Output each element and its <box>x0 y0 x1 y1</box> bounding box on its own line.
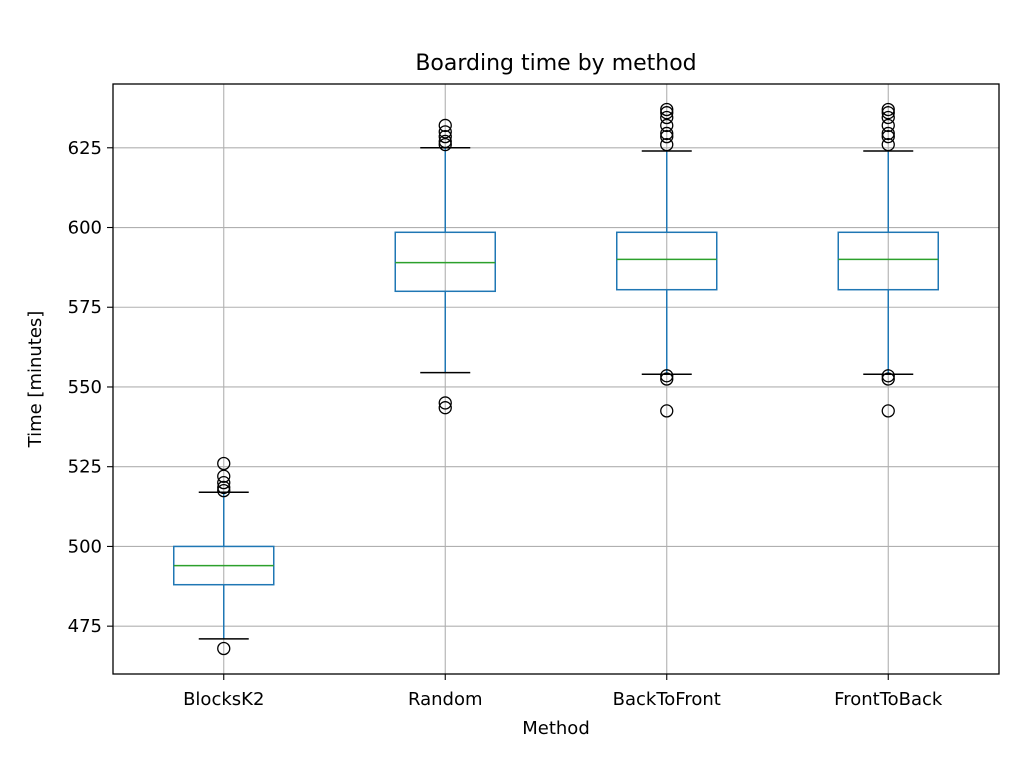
outlier-point <box>217 483 231 498</box>
box-series <box>173 102 939 656</box>
outlier-point <box>660 118 674 133</box>
box-group-fronttoback <box>837 102 939 418</box>
outlier-point <box>438 125 452 139</box>
y-tick-label: 625 <box>68 138 102 159</box>
chart-title: Boarding time by method <box>415 51 696 76</box>
x-tick-label: Random <box>408 689 483 710</box>
outlier-point <box>881 372 895 386</box>
x-tick-label: BlocksK2 <box>183 689 264 710</box>
outlier-point <box>660 106 674 120</box>
outlier-point <box>217 456 231 471</box>
outlier-point <box>217 475 231 490</box>
iqr-box <box>837 231 939 291</box>
outlier-point <box>438 134 452 149</box>
outlier-point <box>438 401 452 415</box>
outlier-point <box>660 126 674 141</box>
y-tick-label: 475 <box>68 616 102 637</box>
y-tick-label: 575 <box>68 297 102 318</box>
outlier-point <box>217 641 231 656</box>
y-tick-label: 500 <box>68 536 102 557</box>
plot-frame <box>112 83 1000 675</box>
iqr-box <box>616 231 718 291</box>
box-group-random <box>394 118 496 415</box>
y-tick-label: 600 <box>68 218 102 239</box>
outlier-point <box>881 118 895 133</box>
box-group-backtofront <box>616 102 718 418</box>
x-axis-label: Method <box>522 718 590 739</box>
outlier-point <box>438 137 452 152</box>
outlier-point <box>660 369 674 383</box>
outlier-point <box>881 404 895 418</box>
outlier-point <box>881 110 895 125</box>
iqr-box <box>394 231 496 293</box>
outlier-point <box>660 404 674 418</box>
outlier-point <box>881 129 895 144</box>
outlier-point <box>217 469 231 483</box>
x-tick-label: FrontToBack <box>834 689 943 710</box>
outlier-point <box>660 137 674 152</box>
outlier-point <box>660 110 674 125</box>
axis-ticks: 475 500 525 550 575 600 625 BlocksK2 Random BackT… <box>68 138 943 710</box>
y-axis-label: Time [minutes] <box>25 311 46 449</box>
outlier-point <box>438 396 452 410</box>
outlier-point <box>881 126 895 141</box>
outlier-point <box>438 118 452 133</box>
y-tick-label: 550 <box>68 377 102 398</box>
outlier-point <box>881 106 895 120</box>
outlier-point <box>660 372 674 386</box>
outlier-point <box>438 129 452 144</box>
outlier-point <box>217 480 231 495</box>
x-tick-label: BackToFront <box>613 689 721 710</box>
box-group-blocksk2 <box>173 456 275 656</box>
outlier-point <box>881 369 895 383</box>
outlier-point <box>881 102 895 117</box>
y-tick-label: 525 <box>68 457 102 478</box>
outlier-point <box>660 102 674 117</box>
outlier-point <box>660 129 674 144</box>
outlier-point <box>881 137 895 152</box>
